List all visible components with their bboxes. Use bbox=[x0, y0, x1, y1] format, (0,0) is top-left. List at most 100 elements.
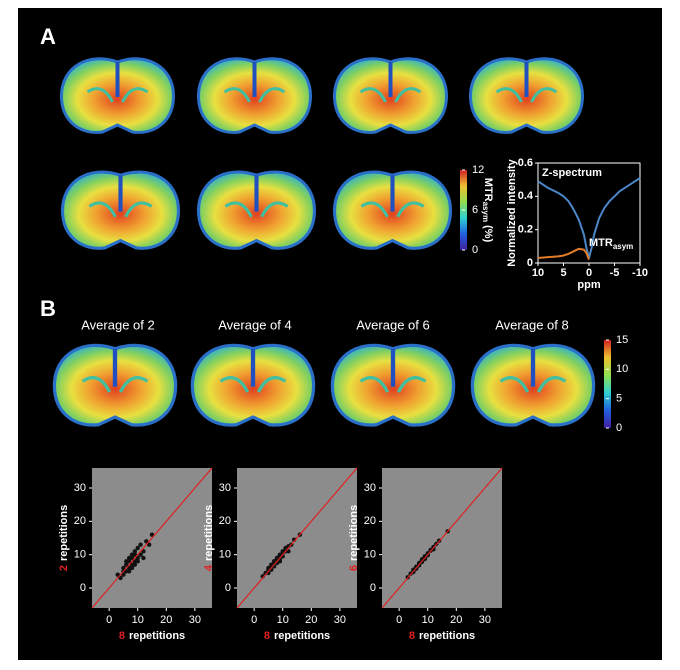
x-axis-label: 8 repetitions bbox=[264, 630, 330, 642]
x-tick-label: 20 bbox=[160, 614, 172, 626]
data-point bbox=[280, 549, 285, 554]
brain-slice bbox=[63, 172, 179, 248]
x-tick-label: -5 bbox=[610, 267, 620, 279]
y-label-text: repetitions bbox=[58, 505, 70, 561]
colorbar-tick-label: 10 bbox=[616, 363, 628, 375]
x-tick-label: 10 bbox=[132, 614, 144, 626]
brain-slice bbox=[471, 59, 583, 133]
y-axis-label: 4 repetitions bbox=[203, 505, 215, 571]
data-point bbox=[121, 572, 126, 577]
y-tick-label: 20 bbox=[219, 515, 231, 527]
data-point bbox=[124, 562, 129, 567]
y-label-number: 2 bbox=[58, 565, 70, 571]
colorbar bbox=[604, 340, 611, 428]
x-axis-label: ppm bbox=[577, 279, 600, 291]
data-point bbox=[118, 575, 123, 581]
x-tick-label: 20 bbox=[305, 614, 317, 626]
brain-slice bbox=[335, 59, 447, 133]
brain-slice bbox=[199, 172, 315, 248]
data-point bbox=[135, 545, 140, 551]
panel-label: B bbox=[40, 296, 56, 321]
x-tick-label: 0 bbox=[396, 614, 402, 626]
data-point bbox=[138, 552, 143, 557]
data-point bbox=[135, 555, 140, 561]
data-point bbox=[269, 562, 274, 567]
data-point bbox=[138, 542, 143, 547]
y-label-text: repetitions bbox=[203, 505, 215, 561]
colorbar-tick-label: 0 bbox=[472, 244, 478, 256]
data-point bbox=[425, 551, 430, 556]
series-name: Z-spectrum bbox=[542, 167, 602, 179]
data-point bbox=[277, 559, 283, 564]
colorbar-tick-label: 15 bbox=[616, 334, 628, 346]
colorbar-title-subscript: asym bbox=[481, 202, 490, 222]
brain-slice bbox=[62, 59, 174, 133]
series-label: Z-spectrum bbox=[542, 167, 602, 179]
colorbar-title-main: MTR bbox=[482, 178, 494, 202]
y-tick-label: 0 bbox=[527, 257, 533, 269]
y-tick-label: 10 bbox=[219, 549, 231, 561]
identity-line bbox=[381, 467, 503, 609]
data-point bbox=[274, 555, 280, 561]
x-label-number: 8 bbox=[119, 630, 125, 642]
x-tick-label: -10 bbox=[632, 267, 648, 279]
data-point bbox=[129, 555, 135, 561]
y-axis-label: 6 repetitions bbox=[348, 505, 360, 571]
data-point bbox=[146, 542, 152, 547]
average-label: Average of 4 bbox=[218, 317, 291, 332]
average-label: Average of 8 bbox=[495, 317, 568, 332]
data-point bbox=[414, 564, 419, 569]
x-label-text: repetitions bbox=[419, 630, 475, 642]
data-point bbox=[115, 572, 120, 577]
data-point bbox=[149, 532, 155, 537]
data-point bbox=[135, 559, 140, 564]
y-tick-label: 30 bbox=[74, 482, 86, 494]
y-label-number: 6 bbox=[348, 565, 360, 571]
y-tick-label: 0.6 bbox=[518, 157, 533, 169]
x-tick-label: 10 bbox=[277, 614, 289, 626]
y-tick-label: 30 bbox=[219, 482, 231, 494]
y-tick-label: 20 bbox=[74, 515, 86, 527]
y-tick-label: 30 bbox=[364, 482, 376, 494]
series-line bbox=[537, 247, 590, 261]
data-point bbox=[132, 562, 138, 567]
average-label: Average of 6 bbox=[356, 317, 429, 332]
data-point bbox=[132, 549, 138, 554]
y-tick-label: 0.2 bbox=[518, 224, 533, 236]
brain-slice bbox=[54, 345, 175, 425]
series-label: MTRasym bbox=[589, 237, 633, 251]
x-label-text: repetitions bbox=[129, 630, 185, 642]
data-point bbox=[431, 547, 436, 552]
data-point bbox=[266, 565, 271, 571]
colorbar-tick-label: 0 bbox=[616, 422, 622, 434]
y-tick-label: 0.4 bbox=[518, 190, 534, 202]
colorbar-tick-label: 5 bbox=[616, 393, 622, 405]
brain-slice bbox=[199, 59, 311, 133]
data-point bbox=[271, 559, 277, 564]
x-tick-label: 30 bbox=[334, 614, 346, 626]
data-point bbox=[144, 539, 149, 544]
panel-label: A bbox=[40, 24, 56, 49]
colorbar-title: MTRasym (%) bbox=[481, 178, 494, 243]
brain-slice bbox=[332, 345, 453, 425]
data-point bbox=[141, 549, 146, 554]
identity-line bbox=[236, 467, 358, 609]
x-tick-label: 10 bbox=[532, 267, 544, 279]
brain-slice bbox=[335, 172, 451, 248]
y-axis-label: 2 repetitions bbox=[58, 505, 70, 571]
x-axis-label: 8 repetitions bbox=[409, 630, 475, 642]
x-label-number: 8 bbox=[409, 630, 415, 642]
x-tick-label: 5 bbox=[560, 267, 566, 279]
x-tick-label: 30 bbox=[479, 614, 491, 626]
x-tick-label: 0 bbox=[251, 614, 257, 626]
brain-slice bbox=[192, 345, 313, 425]
data-point bbox=[286, 549, 291, 554]
data-point bbox=[129, 565, 135, 571]
x-tick-label: 10 bbox=[422, 614, 434, 626]
y-tick-label: 0 bbox=[80, 582, 86, 594]
series-name: MTR bbox=[589, 237, 613, 249]
x-tick-label: 0 bbox=[106, 614, 112, 626]
data-point bbox=[124, 559, 129, 564]
